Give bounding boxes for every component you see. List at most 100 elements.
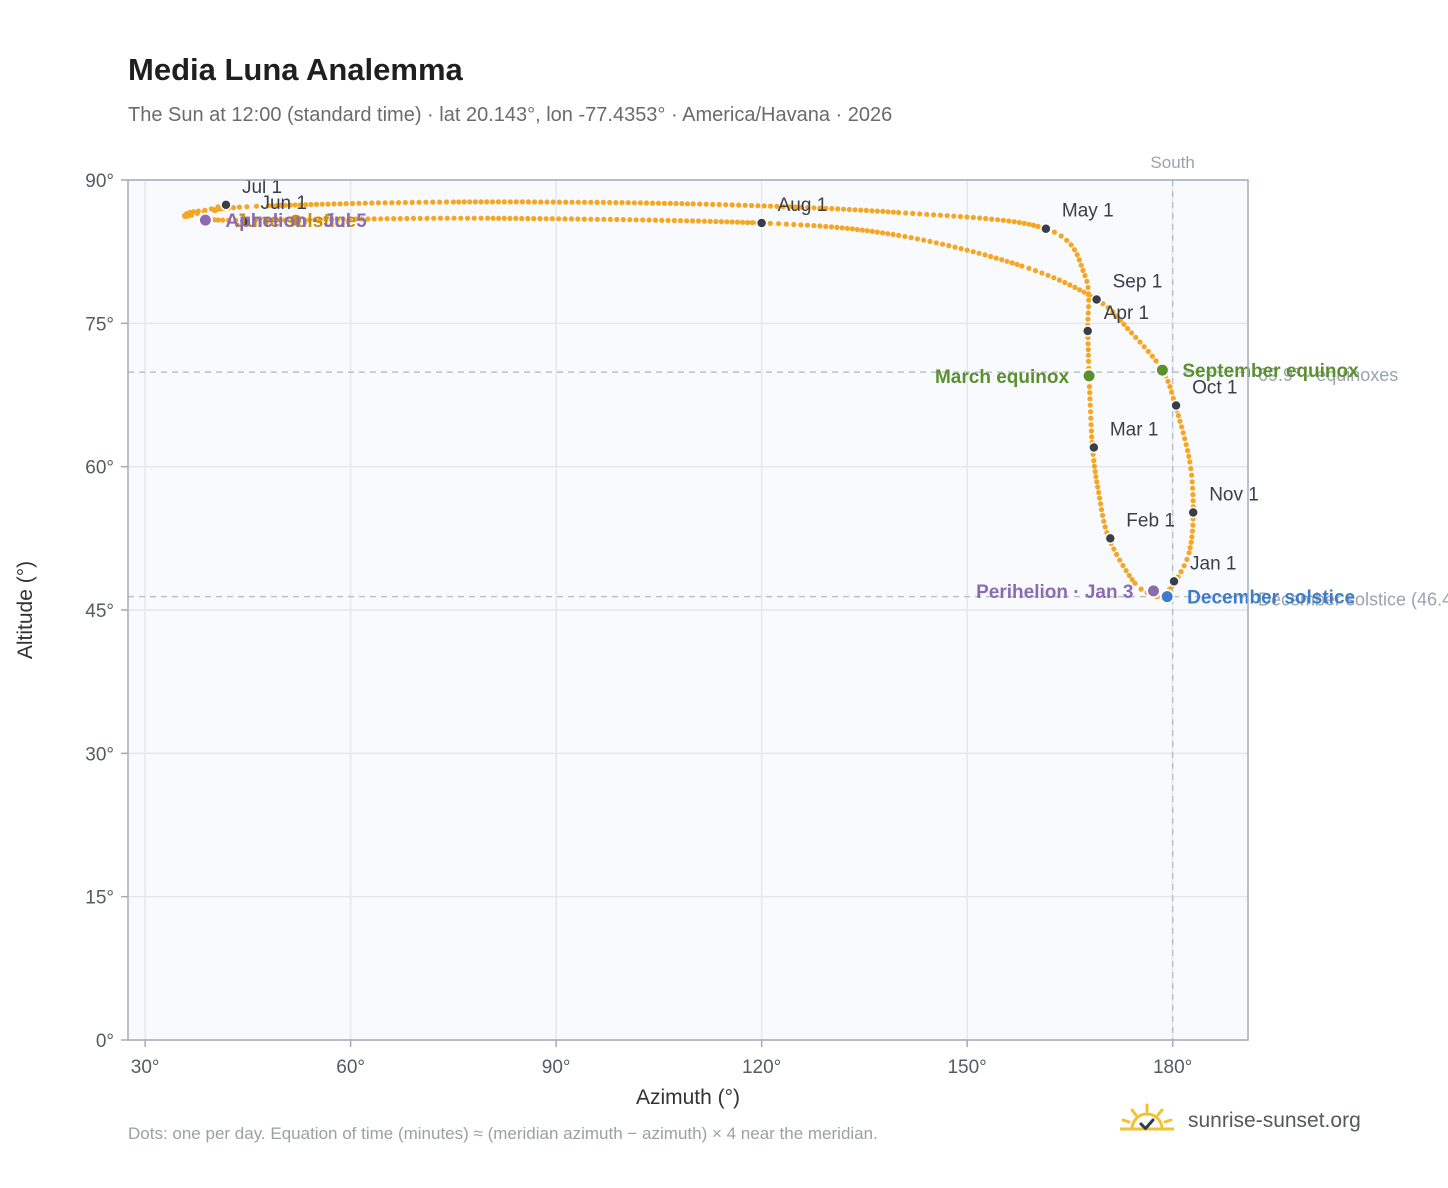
daily-sun-dot — [519, 199, 526, 205]
daily-sun-dot — [607, 199, 613, 206]
daily-sun-dot — [501, 215, 507, 221]
daily-sun-dot — [896, 209, 902, 216]
y-tick-label: 45° — [85, 601, 114, 622]
daily-sun-dot — [970, 249, 976, 255]
x-tick-label: 60° — [336, 1057, 365, 1078]
daily-sun-dot — [1098, 501, 1104, 507]
daily-sun-dot — [749, 220, 756, 226]
daily-sun-dot — [1100, 512, 1106, 519]
daily-sun-dot — [840, 206, 847, 212]
daily-sun-dot — [643, 200, 650, 206]
daily-sun-dot — [303, 202, 309, 208]
brand[interactable]: sunrise-sunset.org — [1120, 1103, 1361, 1139]
daily-sun-dot — [736, 202, 742, 208]
y-tick-label: 90° — [85, 171, 114, 192]
y-tick-label: 15° — [85, 888, 114, 909]
month-marker-label: Oct 1 — [1192, 378, 1237, 399]
daily-sun-dot — [1189, 472, 1195, 478]
daily-sun-dot — [456, 199, 462, 205]
daily-sun-dot — [864, 228, 870, 234]
month-marker-label: Jun 1 — [260, 193, 306, 214]
daily-sun-dot — [244, 204, 250, 210]
daily-sun-dot — [362, 200, 368, 206]
daily-sun-dot — [701, 218, 708, 224]
daily-sun-dot — [1167, 384, 1173, 390]
event-label: December solstice — [1187, 588, 1355, 609]
daily-sun-dot — [1177, 418, 1183, 424]
month-marker-label: Aug 1 — [778, 195, 828, 216]
daily-sun-dot — [185, 213, 191, 219]
daily-sun-dot — [531, 216, 537, 222]
daily-sun-dot — [1183, 442, 1189, 448]
y-tick-label: 0° — [96, 1031, 114, 1052]
daily-sun-dot — [910, 210, 916, 216]
daily-sun-dot — [1133, 334, 1139, 340]
daily-sun-dot — [220, 217, 226, 223]
daily-sun-dot — [278, 202, 284, 208]
daily-sun-dot — [774, 203, 780, 209]
daily-sun-dot — [849, 226, 856, 232]
daily-sun-dot — [684, 201, 691, 207]
brand-name[interactable]: sunrise-sunset.org — [1188, 1109, 1361, 1132]
daily-sun-dot — [1006, 218, 1012, 224]
daily-sun-dot — [278, 217, 284, 223]
daily-sun-dot — [631, 200, 637, 206]
daily-sun-dot — [1132, 580, 1138, 586]
chart-subtitle: The Sun at 12:00 (standard time) · lat 2… — [128, 104, 893, 126]
daily-sun-dot — [1084, 278, 1090, 284]
daily-sun-dot — [776, 221, 782, 227]
daily-sun-dot — [352, 216, 358, 222]
daily-sun-dot — [544, 199, 550, 205]
x-tick-label: 120° — [742, 1057, 781, 1078]
daily-sun-dot — [274, 202, 280, 209]
daily-sun-dot — [525, 215, 531, 222]
daily-sun-dot — [713, 218, 719, 225]
daily-sun-dot — [1087, 409, 1094, 415]
daily-sun-dot — [1165, 378, 1171, 384]
daily-sun-dot — [671, 217, 677, 224]
daily-sun-dot — [496, 215, 502, 221]
daily-sun-dot — [1105, 305, 1111, 311]
daily-sun-dot — [740, 219, 746, 225]
daily-sun-dot — [1114, 313, 1120, 319]
daily-sun-dot — [343, 201, 349, 207]
daily-sun-dot — [924, 211, 930, 217]
daily-sun-dot — [993, 255, 999, 261]
daily-sun-dot — [282, 217, 288, 223]
daily-sun-dot — [404, 215, 410, 222]
daily-sun-dot — [951, 213, 957, 219]
daily-sun-dot — [1086, 297, 1092, 303]
daily-sun-dot — [1187, 545, 1193, 551]
daily-sun-dot — [458, 215, 464, 221]
daily-sun-dot — [1032, 268, 1039, 274]
event-label: March equinox — [935, 367, 1070, 388]
daily-sun-dot — [1170, 395, 1176, 401]
daily-sun-dot — [478, 199, 484, 205]
daily-sun-dot — [859, 227, 866, 233]
daily-sun-dot — [804, 222, 811, 228]
daily-sun-dot — [1169, 389, 1175, 395]
daily-sun-dot — [869, 228, 875, 234]
daily-sun-dot — [890, 209, 897, 215]
daily-sun-dot — [783, 221, 790, 227]
month-marker-label: Mar 1 — [1110, 420, 1159, 441]
daily-sun-dot — [767, 220, 773, 226]
daily-sun-dot — [215, 217, 221, 223]
daily-sun-dot — [331, 201, 337, 207]
daily-sun-dot — [640, 217, 646, 223]
daily-sun-dot — [601, 216, 607, 222]
daily-sun-dot — [1085, 310, 1091, 316]
daily-sun-dot — [964, 214, 970, 220]
daily-sun-dot — [1019, 263, 1025, 269]
daily-sun-dot — [858, 207, 864, 213]
chart-footnote: Dots: one per day. Equation of time (min… — [128, 1124, 878, 1143]
month-marker — [1104, 532, 1117, 545]
daily-sun-dot — [846, 206, 852, 213]
daily-sun-dot — [269, 217, 275, 223]
daily-sun-dot — [1117, 557, 1123, 563]
daily-sun-dot — [1102, 524, 1108, 530]
daily-sun-dot — [723, 202, 729, 208]
daily-sun-dot — [1128, 330, 1135, 336]
daily-sun-dot — [852, 207, 858, 213]
month-marker-label: Feb 1 — [1126, 510, 1175, 531]
